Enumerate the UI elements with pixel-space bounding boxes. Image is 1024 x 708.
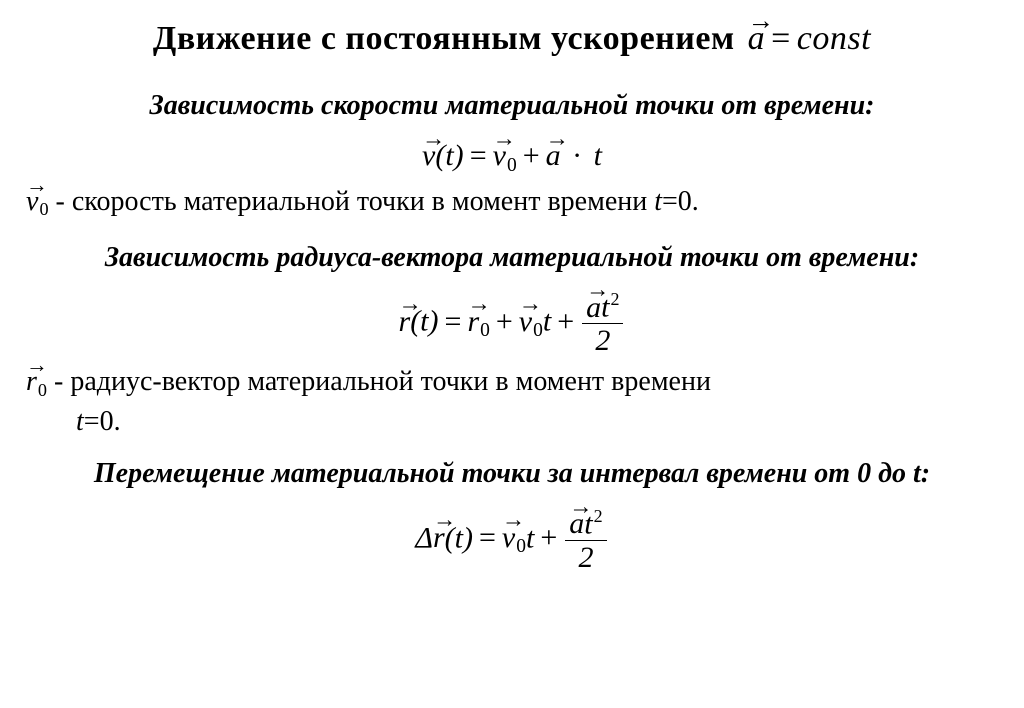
v0-symbol: v0 bbox=[26, 183, 49, 222]
section1-desc-text: - скорость материальной точки в момент в… bbox=[49, 186, 655, 217]
section2-heading: Зависимость радиуса-вектора материальной… bbox=[60, 240, 964, 276]
section1-description: v0 - скорость материальной точки в момен… bbox=[26, 183, 1004, 222]
section3-formula: Δr(t)=v0t+at22 bbox=[20, 507, 1004, 574]
section1-desc-tail: t=0. bbox=[654, 186, 699, 217]
section2-desc-tail: t=0. bbox=[76, 406, 1004, 438]
physics-slide: Движение с постоянным ускорением a=const… bbox=[0, 0, 1024, 574]
section2-formula: r(t)=r0+v0t+at22 bbox=[20, 290, 1004, 357]
section2-description: r0 - радиус-вектор материальной точки в … bbox=[26, 363, 1004, 402]
title-text: Движение с постоянным ускорением bbox=[153, 20, 735, 57]
section1-formula: v(t)=v0+a · t bbox=[20, 138, 1004, 177]
r0-symbol: r0 bbox=[26, 363, 47, 402]
page-title: Движение с постоянным ускорением a=const bbox=[20, 20, 1004, 58]
section1-heading: Зависимость скорости материальной точки … bbox=[60, 88, 964, 124]
section3-heading: Перемещение материальной точки за интерв… bbox=[60, 456, 964, 492]
section2-desc-text: - радиус-вектор материальной точки в мом… bbox=[47, 366, 711, 397]
title-formula: a=const bbox=[748, 20, 871, 57]
